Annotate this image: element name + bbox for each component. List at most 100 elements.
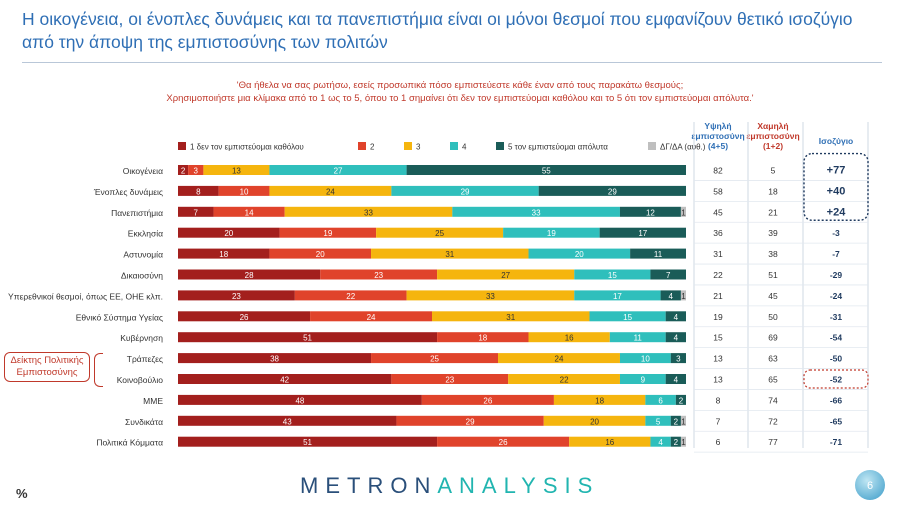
table-value: +24: [827, 206, 847, 218]
bar-value-label: 4: [674, 313, 679, 322]
bar-value-label: 16: [565, 334, 574, 343]
legend-swatch: [358, 142, 366, 150]
table-value: 72: [768, 416, 778, 426]
legend-label: 5 τον εμπιστεύομαι απόλυτα: [508, 143, 608, 152]
bar-value-label: 13: [232, 167, 241, 176]
category-label: Υπερεθνικοί θεσμοί, όπως ΕΕ, ΟΗΕ κλπ.: [8, 291, 163, 301]
bar-value-label: 20: [575, 250, 584, 259]
table-value: 18: [768, 186, 778, 196]
bar-segment: [203, 165, 270, 175]
bar-segment: [178, 248, 270, 259]
bar-segment: [178, 436, 438, 447]
bar-segment: [391, 374, 509, 384]
bar-segment: [670, 436, 681, 447]
bar-value-label: 20: [316, 250, 325, 259]
bar-segment: [553, 394, 646, 405]
table-value: 15: [713, 333, 723, 343]
bar-segment: [665, 332, 686, 343]
column-header: Υψηλή: [704, 121, 731, 131]
bar-segment: [294, 290, 407, 301]
table-value: 45: [713, 207, 723, 217]
bar-value-label: 29: [461, 187, 470, 196]
bar-segment: [680, 415, 686, 426]
bar-segment: [665, 311, 686, 322]
bar-segment: [376, 227, 504, 238]
bar-value-label: 31: [445, 250, 454, 259]
bar-segment: [498, 353, 620, 364]
table-value: 8: [716, 395, 721, 405]
bar-value-label: 1: [681, 208, 686, 217]
bar-value-label: 29: [466, 417, 475, 426]
bar-segment: [437, 332, 529, 343]
column-header: εμπιστοσύνη: [746, 131, 799, 141]
bar-value-label: 18: [595, 396, 604, 405]
bar-value-label: 31: [506, 313, 515, 322]
legend-label: 1 δεν τον εμπιστεύομαι καθόλου: [190, 143, 304, 152]
bar-value-label: 43: [283, 417, 292, 426]
bar-segment: [609, 332, 666, 343]
table-value: -71: [830, 437, 843, 447]
bar-value-label: 2: [674, 417, 679, 426]
table-value: -66: [830, 395, 843, 405]
bar-segment: [178, 227, 280, 238]
bar-value-label: 1: [681, 438, 686, 447]
bar-segment: [508, 374, 620, 384]
bar-value-label: 24: [326, 187, 335, 196]
table-value: 36: [713, 228, 723, 238]
bar-segment: [670, 353, 686, 364]
bar-segment: [645, 415, 671, 426]
political-trust-index-brace: [94, 353, 103, 387]
bar-segment: [452, 206, 620, 217]
bar-value-label: 22: [346, 292, 355, 301]
column-header: Ισοζύγιο: [819, 136, 854, 146]
bar-segment: [269, 165, 407, 175]
bar-segment: [406, 290, 575, 301]
bar-value-label: 24: [367, 313, 376, 322]
category-label: ΜΜΕ: [143, 396, 163, 406]
bar-value-label: 3: [194, 167, 199, 176]
bar-value-label: 51: [303, 438, 312, 447]
category-label: Εκκλησία: [128, 229, 163, 239]
bar-segment: [178, 165, 189, 175]
category-label: Πανεπιστήμια: [111, 208, 163, 218]
bar-value-label: 2: [181, 167, 186, 176]
bar-segment: [178, 353, 372, 364]
table-value: 7: [716, 416, 721, 426]
bar-value-label: 38: [270, 355, 279, 364]
bar-value-label: 24: [555, 355, 564, 364]
bar-segment: [178, 206, 214, 217]
bar-value-label: 15: [623, 313, 632, 322]
bar-value-label: 26: [483, 396, 492, 405]
bar-segment: [269, 185, 392, 196]
bar-segment: [543, 415, 646, 426]
bar-segment: [279, 227, 377, 238]
bar-value-label: 4: [674, 376, 679, 385]
table-value: -31: [830, 312, 843, 322]
bar-segment: [569, 436, 651, 447]
table-value: -29: [830, 270, 843, 280]
category-label: Κυβέρνηση: [120, 333, 163, 343]
bar-value-label: 7: [666, 271, 671, 280]
bar-value-label: 4: [674, 334, 679, 343]
bar-segment: [528, 332, 610, 343]
bar-segment: [178, 332, 438, 343]
bar-value-label: 12: [646, 208, 655, 217]
bar-segment: [680, 206, 686, 217]
category-label: Εθνικό Σύστημα Υγείας: [76, 312, 163, 322]
bar-segment: [650, 436, 671, 447]
table-value: +40: [827, 185, 846, 197]
bar-segment: [660, 290, 681, 301]
bar-value-label: 29: [608, 187, 617, 196]
table-value: 65: [768, 375, 778, 385]
bar-segment: [528, 248, 631, 259]
logo-part-1: METRON: [300, 473, 438, 498]
category-label: Δικαιοσύνη: [121, 271, 163, 281]
bar-value-label: 42: [280, 376, 289, 385]
bar-value-label: 28: [245, 271, 254, 280]
bar-segment: [406, 165, 686, 175]
category-label: Αστυνομία: [123, 250, 163, 260]
column-header: (4+5): [708, 141, 728, 151]
bar-value-label: 11: [634, 334, 643, 343]
table-value: 6: [716, 437, 721, 447]
